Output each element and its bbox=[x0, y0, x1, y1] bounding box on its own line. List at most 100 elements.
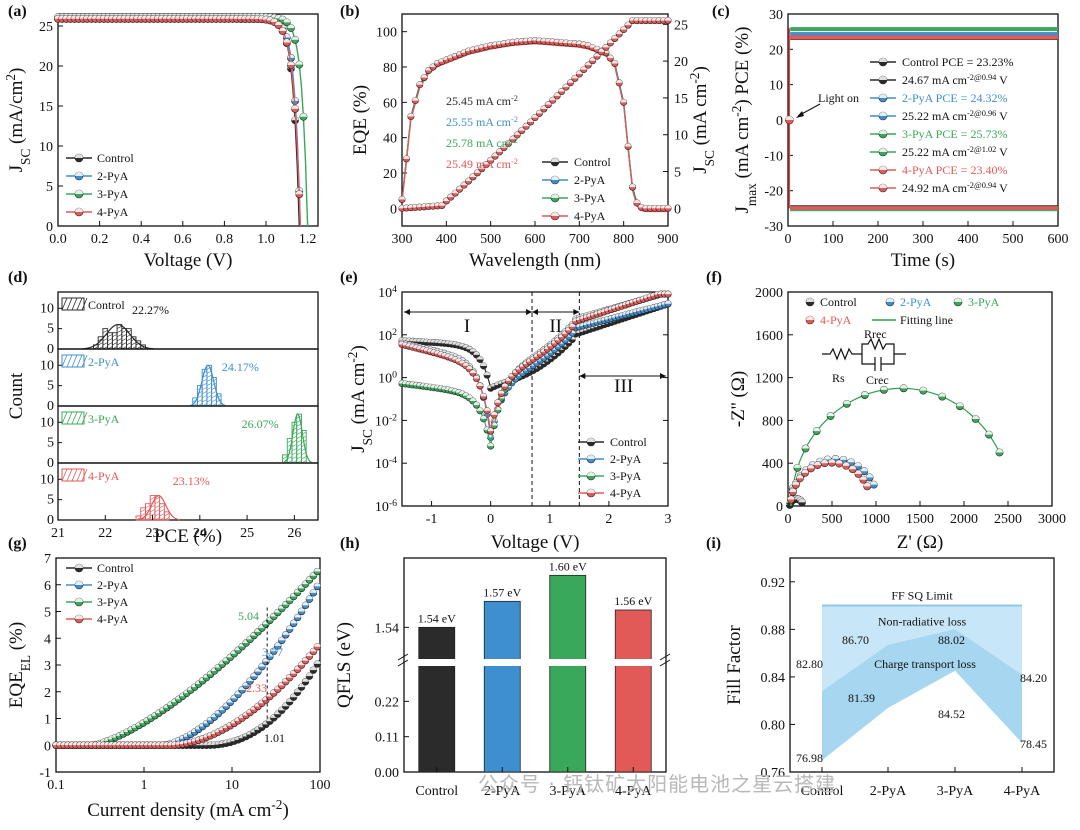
marker-highlight bbox=[607, 39, 614, 43]
panel-d-mean-4-PyA: 23.13% bbox=[173, 474, 210, 488]
marker-highlight bbox=[785, 116, 794, 120]
panel-d-hatch bbox=[301, 435, 307, 439]
marker-highlight bbox=[611, 35, 618, 39]
panel-d-hatch bbox=[145, 505, 151, 509]
panel-h-value-4-PyA: 1.56 eV bbox=[614, 594, 652, 608]
panel-d-hatch bbox=[107, 342, 113, 346]
panel-f-point-3-PyA bbox=[985, 430, 993, 439]
panel-i-label: (i) bbox=[706, 535, 721, 552]
panel-e-point-4-PyA bbox=[472, 375, 480, 383]
panel-e-point-4-PyA bbox=[501, 382, 509, 390]
panel-g-point-2-PyA bbox=[297, 607, 306, 616]
panel-c-ylabel: Jmax (mA cm-2) PCE (%) bbox=[729, 26, 759, 213]
panel-b-xtick-label: 600 bbox=[525, 232, 546, 247]
marker-highlight bbox=[480, 393, 487, 397]
panel-f-point-3-PyA bbox=[899, 384, 908, 393]
marker-highlight bbox=[587, 489, 595, 493]
panel-f-xtick-label: 0 bbox=[785, 512, 792, 527]
panel-g-legend-marker bbox=[74, 597, 84, 607]
panel-g-value-0: 1.01 bbox=[264, 731, 285, 745]
panel-d-hatch bbox=[206, 366, 212, 370]
panel-b-jsc-point bbox=[553, 92, 561, 100]
panel-f-point-3-PyA bbox=[955, 402, 964, 411]
panel-g-point-2-PyA bbox=[289, 619, 298, 628]
panel-f-point-3-PyA bbox=[826, 412, 835, 420]
panel-d-hatch bbox=[116, 342, 122, 346]
panel-c-xtick-label: 100 bbox=[823, 232, 844, 247]
panel-a-ylabel: JSC (mA/cm2) bbox=[3, 68, 33, 173]
panel-c-pce-trace-3-PyA bbox=[790, 27, 1058, 32]
marker-highlight bbox=[291, 36, 299, 40]
panel-d-ytick-label: 0 bbox=[47, 342, 54, 357]
panel-d-hatch bbox=[116, 330, 122, 333]
panel-f-ytick-label: 2000 bbox=[755, 286, 783, 301]
panel-d-hatch bbox=[121, 334, 127, 338]
panel-d-legend-hatch bbox=[66, 411, 73, 425]
panel-a-xtick-label: 1.2 bbox=[299, 232, 317, 247]
panel-g-xtick-label: 10 bbox=[225, 778, 239, 793]
marker-highlight bbox=[75, 581, 83, 585]
panel-g-ytick-label: 3 bbox=[44, 659, 51, 674]
panel-b-jsc-point bbox=[540, 105, 548, 113]
panel-b-eqe-point bbox=[620, 98, 628, 106]
panel-b-y2tick-label: 20 bbox=[674, 55, 688, 70]
panel-e-xlabel: Voltage (V) bbox=[491, 532, 580, 553]
panel-a-curve-Control bbox=[58, 18, 300, 227]
panel-a-point-3-PyA bbox=[299, 112, 308, 121]
panel-d-hatch bbox=[301, 456, 307, 460]
panel-i-measured-value-3: 78.45 bbox=[1020, 737, 1047, 751]
panel-d-hatch bbox=[159, 513, 165, 517]
panel-i-ylabel: Fill Factor bbox=[724, 624, 745, 704]
panel-f-point-3-PyA bbox=[938, 392, 947, 401]
marker-highlight bbox=[624, 143, 632, 147]
marker-highlight bbox=[861, 391, 869, 396]
panel-e-point-4-PyA bbox=[490, 411, 498, 419]
panel-g-point-Control bbox=[305, 672, 314, 680]
panel-b-eqe-point bbox=[420, 74, 428, 82]
panel-b-legend-3-PyA: 3-PyA bbox=[574, 191, 606, 205]
panel-d-hatch bbox=[206, 391, 212, 395]
panel-e-region-I: I bbox=[464, 316, 470, 337]
panel-c-legend-marker bbox=[878, 57, 888, 67]
panel-e-xtick-label: 1 bbox=[546, 512, 553, 527]
panel-e-point-3-PyA bbox=[487, 442, 495, 450]
panel-c-legend-marker bbox=[878, 93, 888, 103]
marker-highlight bbox=[487, 442, 494, 447]
panel-i-transport-label: Charge transport loss bbox=[874, 657, 976, 671]
panel-g-point-2-PyA bbox=[293, 613, 302, 622]
marker-highlight bbox=[75, 208, 83, 212]
panel-d-legend-box bbox=[61, 354, 85, 368]
panel-c-start-point bbox=[785, 115, 794, 125]
panel-d-hatch bbox=[150, 509, 156, 513]
marker-highlight bbox=[879, 76, 887, 80]
marker-highlight bbox=[589, 44, 596, 48]
panel-i-xtick-4-PyA: 4-PyA bbox=[1004, 784, 1041, 799]
panel-g-value-1: 2.33 bbox=[246, 681, 267, 695]
panel-d-hatch bbox=[121, 338, 127, 342]
marker-highlight bbox=[480, 362, 487, 366]
panel-d-ytick-label: 0 bbox=[47, 399, 54, 414]
panel-f-point-3-PyA bbox=[995, 448, 1004, 457]
panel-c-pce-trace-4-PyA bbox=[790, 35, 1058, 40]
marker-highlight bbox=[75, 154, 83, 158]
panel-b-ylabel: EQE (%) bbox=[350, 85, 371, 155]
panel-f-point-4-PyA bbox=[787, 495, 795, 504]
panel-f-point-4-PyA bbox=[820, 459, 829, 468]
marker-highlight bbox=[879, 166, 887, 170]
panel-a-point-3-PyA bbox=[291, 35, 300, 44]
panel-d-hatch bbox=[202, 382, 208, 386]
panel-a-legend-Control: Control bbox=[97, 151, 134, 165]
panel-d-hatch bbox=[121, 342, 127, 346]
resistor-rs bbox=[822, 347, 862, 361]
panel-e-point-3-PyA bbox=[476, 407, 484, 415]
panel-d-ytick-label: 10 bbox=[40, 472, 54, 487]
panel-d-hatch bbox=[206, 374, 212, 378]
marker-highlight bbox=[585, 42, 592, 46]
marker-highlight bbox=[879, 112, 887, 116]
marker-highlight bbox=[274, 21, 283, 26]
panel-b-jsc-point bbox=[584, 61, 592, 69]
panel-b-jsc-point bbox=[611, 35, 619, 43]
marker-highlight bbox=[295, 61, 303, 65]
panel-f-point-4-PyA bbox=[807, 464, 815, 473]
marker-highlight bbox=[620, 26, 627, 30]
